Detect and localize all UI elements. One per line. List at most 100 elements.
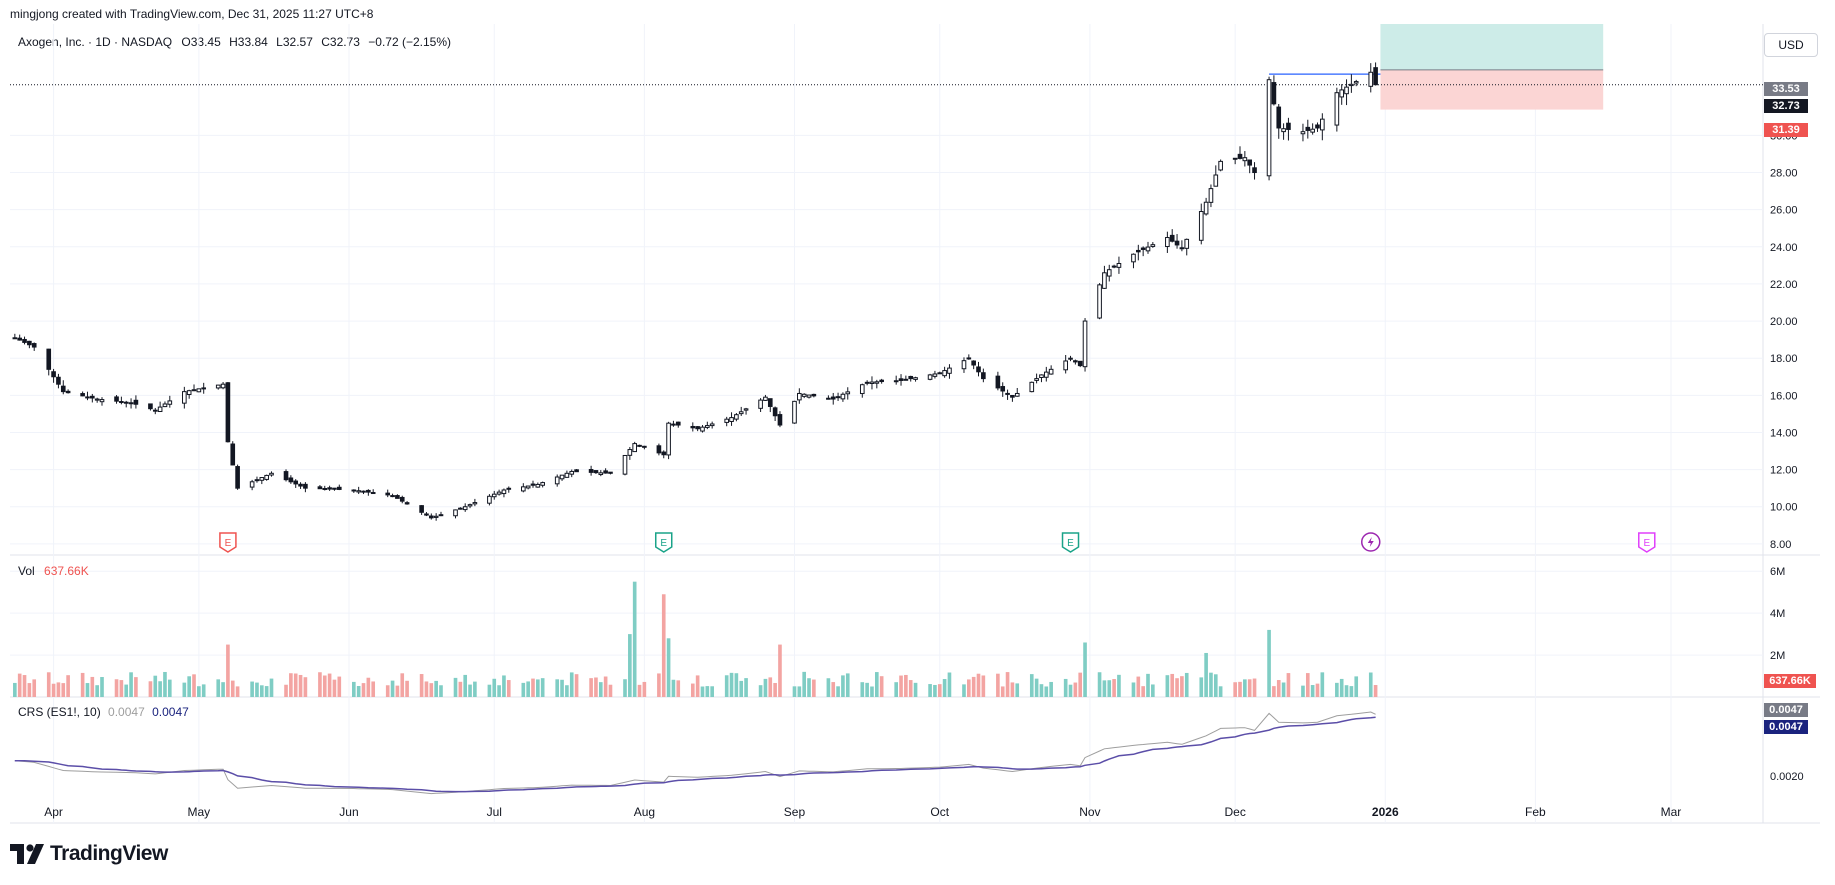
candle-body — [947, 367, 952, 374]
candle-body — [622, 454, 628, 475]
candle-body — [1116, 263, 1122, 268]
volume-bar — [458, 681, 463, 697]
candle-body — [182, 391, 187, 404]
volume-legend[interactable]: Vol 637.66K — [18, 564, 89, 578]
volume-bar — [642, 681, 647, 697]
candle-body — [1242, 157, 1248, 162]
volume-bar — [124, 684, 129, 697]
volume-bar — [942, 679, 947, 697]
candle-body — [1320, 118, 1325, 131]
time-tick-label: Nov — [1079, 805, 1100, 819]
volume-bar — [1015, 683, 1020, 697]
crs-value-smoothed: 0.0047 — [152, 705, 189, 719]
volume-bar — [95, 685, 99, 697]
candle-body — [1349, 83, 1354, 87]
currency-button[interactable]: USD — [1764, 33, 1818, 57]
tradingview-logo[interactable]: TradingView — [10, 842, 168, 866]
candle-body — [976, 366, 981, 373]
volume-bar — [473, 681, 477, 697]
volume-bar — [429, 683, 434, 697]
volume-bar — [555, 679, 560, 697]
volume-bar — [603, 676, 608, 697]
volume-bar — [967, 679, 971, 697]
candle-body — [385, 492, 391, 496]
candle-body — [361, 490, 366, 493]
volume-bar — [797, 686, 802, 697]
candle-body — [520, 486, 526, 492]
candle-body — [724, 418, 730, 423]
volume-bar — [841, 675, 845, 697]
volume-bar — [502, 675, 506, 697]
volume-bar — [32, 679, 37, 697]
volume-bar — [66, 675, 70, 697]
symbol-legend[interactable]: Axogen, Inc. · 1D · NASDAQ O33.45 H33.84… — [18, 35, 451, 49]
volume-bar — [536, 679, 540, 697]
candle-body — [1150, 244, 1156, 247]
crs-legend[interactable]: CRS (ES1!, 10) 0.0047 0.0047 — [18, 705, 189, 719]
volume-bar — [1034, 678, 1039, 697]
volume-bar — [1267, 629, 1271, 697]
volume-bar — [46, 672, 51, 697]
candle-body — [1034, 378, 1039, 381]
candle-body — [569, 470, 575, 475]
volume-bar — [637, 684, 642, 697]
candle-body — [133, 399, 139, 405]
volume-bar — [758, 685, 763, 697]
candle-body — [428, 515, 434, 519]
volume-bar — [226, 644, 230, 697]
high-label: H — [229, 35, 238, 49]
crs-value-raw: 0.0047 — [108, 705, 145, 719]
candle-body — [530, 483, 536, 486]
volume-label: Vol — [18, 564, 35, 578]
candle-body — [588, 469, 594, 473]
low-value: 32.57 — [282, 35, 313, 49]
candle-body — [1131, 253, 1136, 263]
volume-bar — [1112, 679, 1116, 697]
volume-bar — [269, 678, 274, 697]
candle-body — [1014, 392, 1020, 397]
candle-body — [826, 397, 831, 400]
candle-body — [1111, 265, 1117, 268]
earnings-marker-letter: E — [225, 538, 232, 549]
volume-bar — [1243, 679, 1247, 697]
candle-body — [1237, 153, 1243, 159]
volume-bar — [1073, 682, 1078, 697]
candle-body — [235, 466, 240, 489]
candle-body — [913, 377, 918, 380]
volume-bar — [337, 676, 342, 697]
crs-label: CRS (ES1!, 10) — [18, 705, 101, 719]
volume-bar — [792, 686, 797, 697]
volume-bar — [947, 672, 952, 697]
candle-body — [1300, 131, 1306, 135]
volume-bar — [836, 686, 840, 697]
candle-body — [336, 486, 342, 490]
volume-bar — [1315, 683, 1320, 697]
candle-body — [1373, 67, 1378, 86]
candle-body — [433, 515, 439, 518]
candle-body — [152, 409, 158, 412]
candle-body — [908, 375, 914, 380]
volume-bar — [134, 677, 138, 697]
volume-bar — [424, 681, 429, 697]
volume-bar — [434, 680, 438, 697]
volume-bar — [1247, 679, 1252, 697]
time-tick-label: Apr — [44, 805, 63, 819]
volume-bar — [1063, 678, 1068, 697]
volume-tick-label: 2M — [1770, 650, 1785, 662]
candle-body — [1286, 122, 1291, 130]
candle-body — [1106, 269, 1112, 277]
volume-bar — [506, 680, 511, 697]
time-tick-label: Oct — [930, 805, 949, 819]
candle-body — [419, 505, 424, 513]
candle-body — [157, 406, 163, 413]
candle-body — [404, 502, 410, 505]
earnings-marker-letter: E — [660, 538, 667, 549]
candle-body — [767, 398, 773, 407]
volume-bar — [182, 682, 187, 697]
time-tick-label: Dec — [1224, 805, 1245, 819]
volume-bar — [700, 686, 705, 697]
candle-body — [356, 490, 361, 493]
volume-bar — [1131, 682, 1136, 697]
volume-bar — [216, 679, 221, 697]
